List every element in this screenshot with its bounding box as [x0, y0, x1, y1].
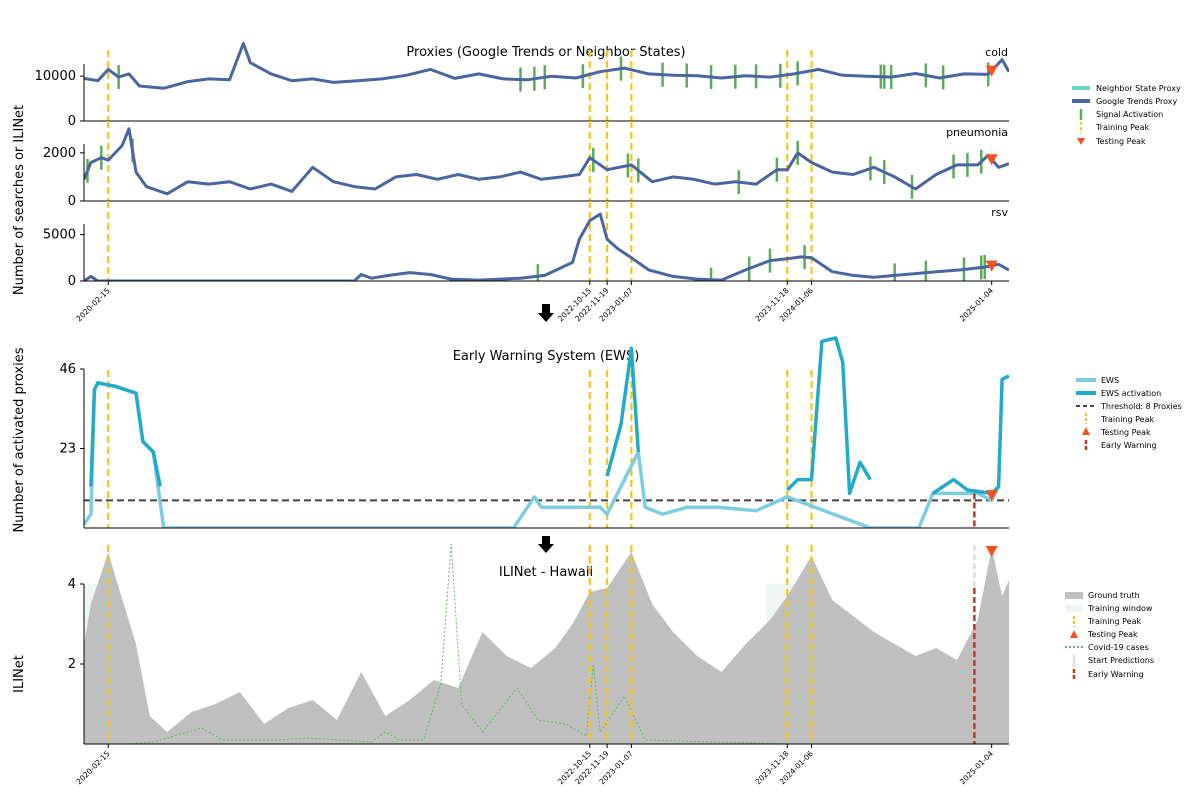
y-tick-label: 0: [68, 194, 76, 209]
proxies-ylabel: Number of searches or ILINet: [12, 105, 27, 295]
y-tick-label: 0: [68, 114, 76, 129]
ili-testing-peak-marker: [985, 546, 998, 557]
pneumonia-signal-activations: [86, 138, 983, 199]
legend-testing-peak-swatch: [1070, 630, 1078, 638]
legend-start-predictions-label: Start Predictions: [1088, 656, 1154, 665]
x-tick-label: 2020-02-15: [74, 749, 111, 786]
legend-ground-truth-swatch: [1065, 592, 1083, 599]
cold-y-ticks: 0 10000: [35, 69, 84, 129]
ews-activation-segment: [786, 336, 872, 496]
ews-line: [84, 381, 1001, 528]
legend-testing-peak-label: Testing Peak: [1100, 428, 1151, 437]
legend-training-peak-label: Training Peak: [1095, 123, 1149, 132]
subplot-pneumonia: pneumonia 0 2000: [43, 121, 1009, 209]
rsv-google-trends-line: [84, 212, 1009, 281]
ews-activation-segment: [931, 374, 1009, 496]
rsv-testing-peak-marker: [985, 260, 998, 272]
cold-google-trends-line: [84, 41, 1009, 90]
rsv-y-ticks: 0 5000: [43, 228, 84, 289]
ews-activation-segment: [605, 346, 641, 477]
legend-threshold-label: Threshold: 8 Proxies: [1100, 402, 1182, 411]
legend-training-peak-label: Training Peak: [1100, 415, 1154, 424]
legend-testing-peak-label: Testing Peak: [1095, 137, 1146, 146]
y-tick-label: 23: [59, 442, 76, 457]
ili-training-peak-lines: [107, 545, 813, 744]
ilinet-ylabel: ILINet: [12, 655, 27, 693]
y-tick-label: 4: [68, 577, 76, 592]
x-tick-label: 2025-01-04: [958, 286, 995, 323]
y-tick-label: 10000: [35, 69, 76, 84]
ews-training-peak-lines: [107, 370, 813, 528]
ews-title: Early Warning System (EWS): [453, 349, 640, 364]
ews-panel: Early Warning System (EWS) Number of act…: [12, 336, 1182, 532]
legend-ews-label: EWS: [1101, 376, 1119, 385]
pneumonia-label: pneumonia: [946, 126, 1008, 139]
subplot-rsv: rsv 0 5000 2020-02-15 2022-10-152022-11-19…: [43, 201, 1009, 323]
legend-training-window-label: Training window: [1087, 604, 1153, 613]
testing-peak-marker: [985, 260, 998, 272]
ews-legend: EWS EWS activation Threshold: 8 Proxies …: [1076, 376, 1182, 451]
x-tick-label: 2025-01-04: [958, 749, 995, 786]
legend-covid-label: Covid-19 cases: [1088, 643, 1149, 652]
ews-ylabel: Number of activated proxies: [12, 347, 27, 532]
legend-testing-peak-swatch: [1077, 138, 1085, 145]
legend-ews-activation-label: EWS activation: [1101, 389, 1161, 398]
legend-signal-label: Signal Activation: [1096, 110, 1163, 119]
ili-ground-truth-area: [84, 548, 1009, 744]
legend-testing-peak-swatch: [1082, 427, 1090, 435]
rsv-signal-activations: [536, 245, 986, 281]
pneumonia-google-trends-line: [84, 127, 1009, 196]
ili-x-ticks: 2020-02-15 2022-10-152022-11-192023-01-07…: [74, 744, 995, 786]
proxies-x-ticks: 2020-02-15 2022-10-152022-11-192023-01-07…: [74, 281, 995, 323]
down-arrow-icon: [538, 304, 554, 322]
cold-label: cold: [985, 46, 1008, 59]
x-tick-label: 2020-02-15: [74, 286, 111, 323]
testing-peak-marker: [985, 65, 998, 77]
legend-early-warning-label: Early Warning: [1101, 441, 1157, 450]
cold-testing-peak-marker: [985, 65, 998, 77]
ili-y-ticks: 24: [68, 577, 84, 672]
legend-testing-peak-label: Testing Peak: [1087, 630, 1138, 639]
legend-training-peak-label: Training Peak: [1087, 617, 1141, 626]
rsv-label: rsv: [991, 206, 1008, 219]
legend-google-label: Google Trends Proxy: [1096, 97, 1178, 106]
ews-activation-segment: [89, 381, 162, 487]
legend-ground-truth-label: Ground truth: [1088, 591, 1140, 600]
ilinet-title: ILINet - Hawaii: [499, 565, 593, 580]
y-tick-label: 5000: [43, 228, 76, 243]
legend-early-warning-label: Early Warning: [1088, 670, 1144, 679]
proxies-title: Proxies (Google Trends or Neighbor State…: [406, 45, 685, 60]
ilinet-legend: Ground truth Training window Training Pe…: [1065, 591, 1154, 681]
ili-covid-cases-line: [84, 543, 788, 744]
pneumonia-testing-peak-marker: [985, 154, 998, 166]
rsv-training-peak-lines: [107, 201, 813, 281]
y-tick-label: 0: [68, 274, 76, 289]
y-tick-label: 2: [68, 657, 76, 672]
pneumonia-y-ticks: 0 2000: [43, 146, 84, 209]
testing-peak-marker: [985, 154, 998, 166]
legend-training-window-swatch: [1065, 605, 1083, 612]
proxies-legend: Neighbor State Proxy Google Trends Proxy…: [1072, 84, 1181, 146]
pneumonia-training-peak-lines: [107, 121, 813, 201]
testing-peak-marker: [985, 546, 998, 557]
testing-peak-marker: [985, 490, 998, 502]
down-arrow-icon: [538, 536, 554, 553]
ews-testing-peak-marker: [985, 490, 998, 502]
ilinet-panel: ILINet - Hawaii ILINet 24 2020-02-15 2022…: [12, 543, 1154, 786]
legend-neighbor-label: Neighbor State Proxy: [1096, 84, 1181, 93]
cold-training-peak-lines: [107, 50, 813, 121]
subplot-cold: cold 0 10000: [35, 41, 1009, 129]
y-tick-label: 2000: [43, 146, 76, 161]
y-tick-label: 46: [59, 362, 76, 377]
ews-y-ticks: 23 46: [59, 362, 84, 457]
proxies-panel: Proxies (Google Trends or Neighbor State…: [12, 41, 1181, 323]
